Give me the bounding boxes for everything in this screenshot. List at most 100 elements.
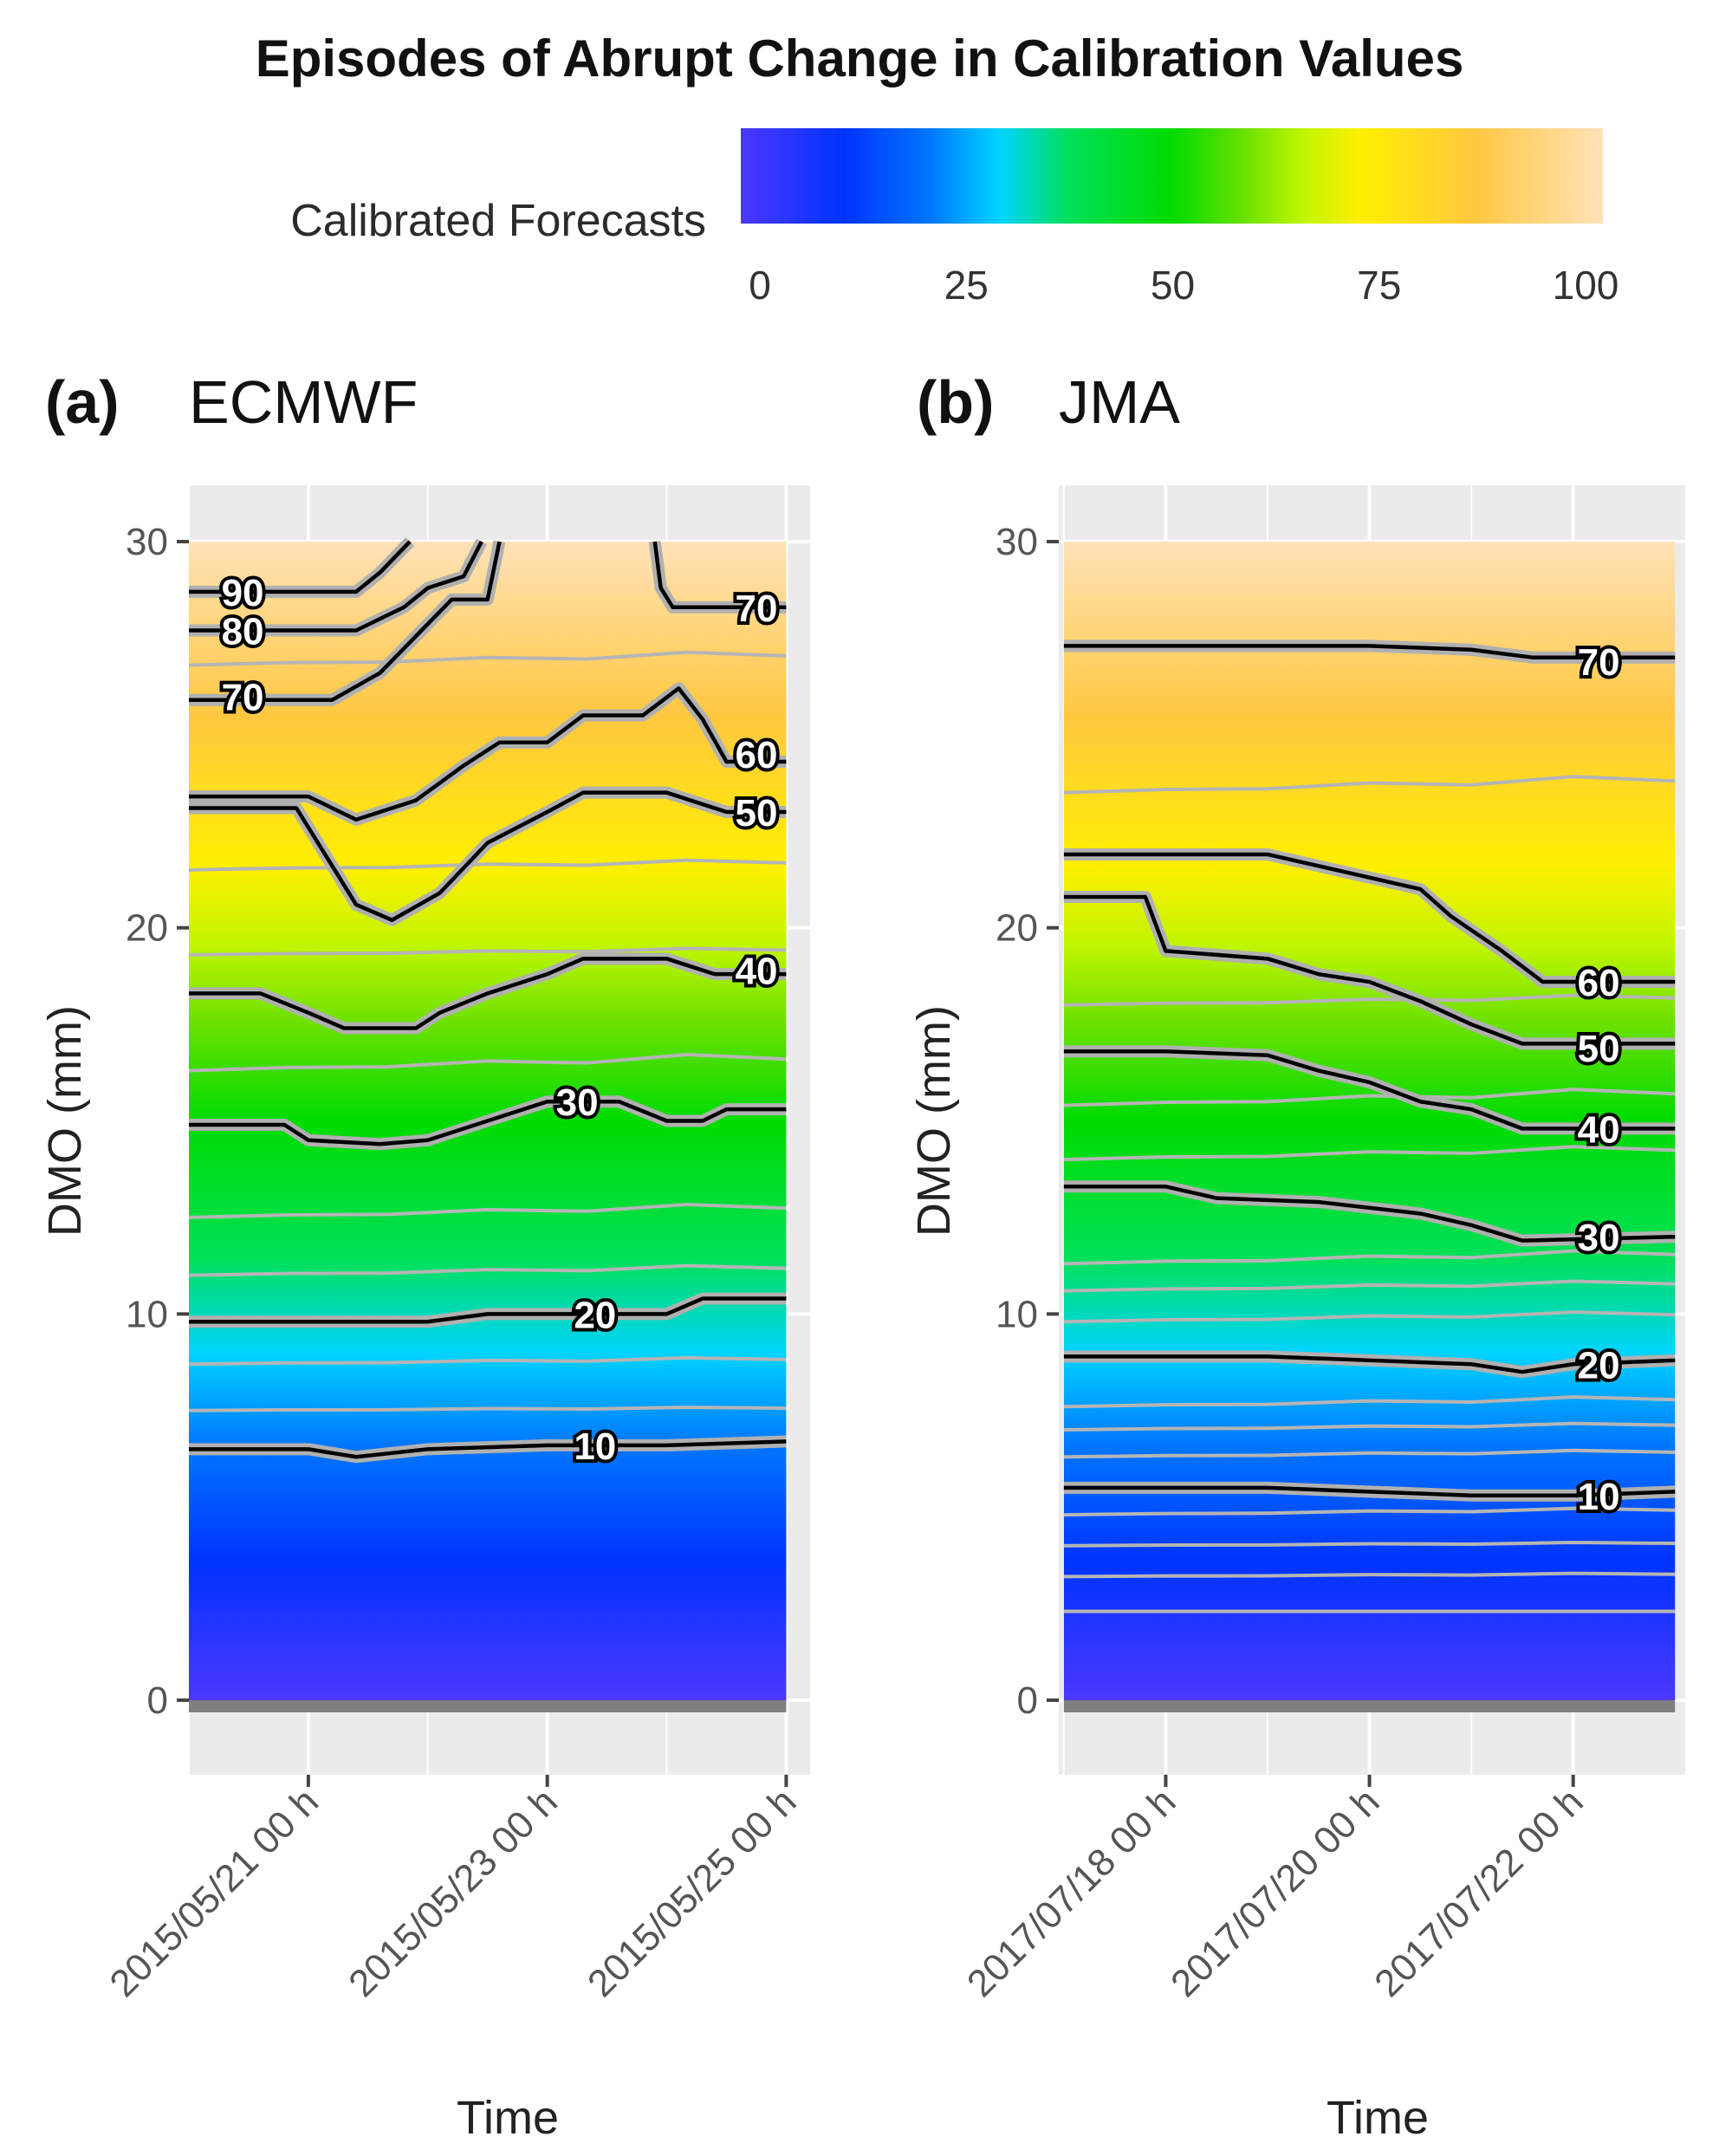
minor-contour-line: [1063, 1571, 1676, 1579]
panel-jma: (b) JMA 10 20 30 40 50 60 70 0 10 20 30 DMO (mm) 2017/…: [908, 368, 1685, 2144]
panel-tag: (b): [917, 368, 994, 436]
x-tick-label: 2015/05/21 00 h: [101, 1780, 327, 2005]
panel-name: ECMWF: [189, 368, 418, 436]
y-tick-label: 0: [147, 1679, 168, 1722]
contour-label-40: 40: [1578, 1108, 1620, 1151]
legend-tick-label: 25: [944, 263, 989, 308]
x-axis-title: Time: [457, 2092, 559, 2144]
panel-name: JMA: [1059, 368, 1180, 436]
y-tick-label: 10: [126, 1293, 168, 1335]
colorbar-legend: Calibrated Forecasts 0 25 50 75 100: [290, 128, 1618, 308]
minor-contour-line: [1063, 1506, 1676, 1517]
contour-line-70: [1063, 644, 1676, 659]
contour-line-30: [189, 1099, 787, 1146]
x-tick-label: 2017/07/18 00 h: [959, 1780, 1184, 2005]
contour-line-70: [189, 541, 502, 702]
y-tick-label: 30: [996, 521, 1038, 563]
minor-contour-line: [1063, 1421, 1676, 1432]
minor-contour-line: [1063, 1541, 1676, 1548]
minor-contour-line: [1063, 1448, 1676, 1459]
minor-contour-line: [188, 1052, 787, 1073]
minor-contour-line: [188, 1263, 787, 1277]
contour-label-10: 10: [574, 1425, 616, 1468]
minor-contour-line: [1063, 1279, 1676, 1293]
y-axis-title: DMO (mm): [908, 1005, 960, 1237]
colorbar-ticks: 0 25 50 75 100: [749, 263, 1618, 308]
x-axis: 2015/05/21 00 h 2015/05/23 00 h 2015/05/25…: [101, 1775, 804, 2144]
legend-tick-label: 75: [1357, 263, 1401, 308]
minor-contour-line: [188, 1203, 787, 1219]
contour-line-60: [189, 686, 787, 822]
zero-band: [1063, 1700, 1676, 1712]
contour-line-20: [189, 1296, 787, 1324]
contour-line-70: [652, 541, 787, 610]
minor-contour-line: [1063, 1145, 1676, 1162]
contour-line-60: [1063, 852, 1676, 984]
contour-label-50: 50: [735, 792, 777, 834]
legend-tick-label: 100: [1553, 263, 1619, 308]
contour-label-90: 90: [222, 572, 264, 614]
minor-contour-line: [1063, 1249, 1676, 1266]
y-tick-label: 20: [996, 907, 1038, 950]
minor-contours: [1063, 775, 1676, 1614]
legend-tick-label: 50: [1151, 263, 1195, 308]
minor-contour-line: [1063, 775, 1676, 795]
contour-line-10: [1063, 1485, 1676, 1498]
contour-line-50: [189, 790, 787, 923]
minor-contour-line: [1063, 1395, 1676, 1409]
contour-label-80: 80: [222, 611, 264, 653]
legend-tick-label: 0: [749, 263, 771, 308]
panel-tag: (a): [45, 368, 120, 436]
minor-contour-line: [1063, 1088, 1676, 1107]
minor-contour-line: [188, 650, 787, 667]
minor-contour-line: [1063, 993, 1676, 1007]
contour-line-50: [1063, 894, 1676, 1046]
contour-label-50: 50: [1578, 1028, 1620, 1070]
x-axis-title: Time: [1327, 2092, 1429, 2144]
contour-line-10: [189, 1439, 787, 1459]
contour-label-20: 20: [574, 1294, 616, 1336]
y-axis-title: DMO (mm): [39, 1005, 91, 1237]
contour-label-40: 40: [735, 951, 777, 993]
x-tick-label: 2015/05/23 00 h: [341, 1780, 566, 2005]
contour-line-40: [189, 957, 787, 1030]
minor-contour-line: [188, 858, 787, 872]
y-axis: 0 10 20 30 DMO (mm): [908, 521, 1059, 1722]
y-tick-label: 30: [126, 521, 168, 563]
labelled-contours: 10 20 30 40 50 60 70: [1063, 638, 1676, 1522]
contour-line-30: [1063, 1185, 1676, 1243]
contour-line-80: [189, 540, 483, 633]
contour-label-30: 30: [1578, 1217, 1620, 1259]
contour-label-10: 10: [1578, 1476, 1620, 1518]
x-tick-label: 2017/07/22 00 h: [1366, 1780, 1592, 2005]
contour-label-70: 70: [222, 676, 264, 718]
minor-contour-line: [188, 1355, 787, 1367]
minor-contour-line: [188, 946, 787, 957]
colorbar: [741, 128, 1603, 224]
x-tick-label: 2015/05/25 00 h: [580, 1780, 805, 2005]
contour-label-70: 70: [735, 588, 777, 630]
contour-line-20: [1063, 1354, 1676, 1374]
contour-label-60: 60: [735, 734, 777, 776]
contour-label-20: 20: [1578, 1344, 1620, 1386]
contour-line-40: [1063, 1049, 1676, 1131]
minor-contour-line: [188, 1406, 787, 1412]
contour-label-60: 60: [1578, 962, 1620, 1004]
minor-contour-line: [1063, 1310, 1676, 1324]
zero-band: [189, 1700, 787, 1712]
x-tick-label: 2017/07/20 00 h: [1163, 1780, 1388, 2005]
minor-contours: [188, 650, 787, 1412]
contour-line-90: [189, 540, 412, 594]
y-tick-label: 20: [126, 907, 168, 950]
y-tick-label: 10: [996, 1293, 1038, 1335]
legend-title: Calibrated Forecasts: [290, 196, 706, 246]
contour-label-70: 70: [1578, 641, 1620, 684]
y-axis: 0 10 20 30 DMO (mm): [39, 521, 189, 1722]
y-tick-label: 0: [1017, 1679, 1038, 1722]
figure-title: Episodes of Abrupt Change in Calibration…: [256, 29, 1464, 88]
contour-label-30: 30: [556, 1081, 599, 1124]
